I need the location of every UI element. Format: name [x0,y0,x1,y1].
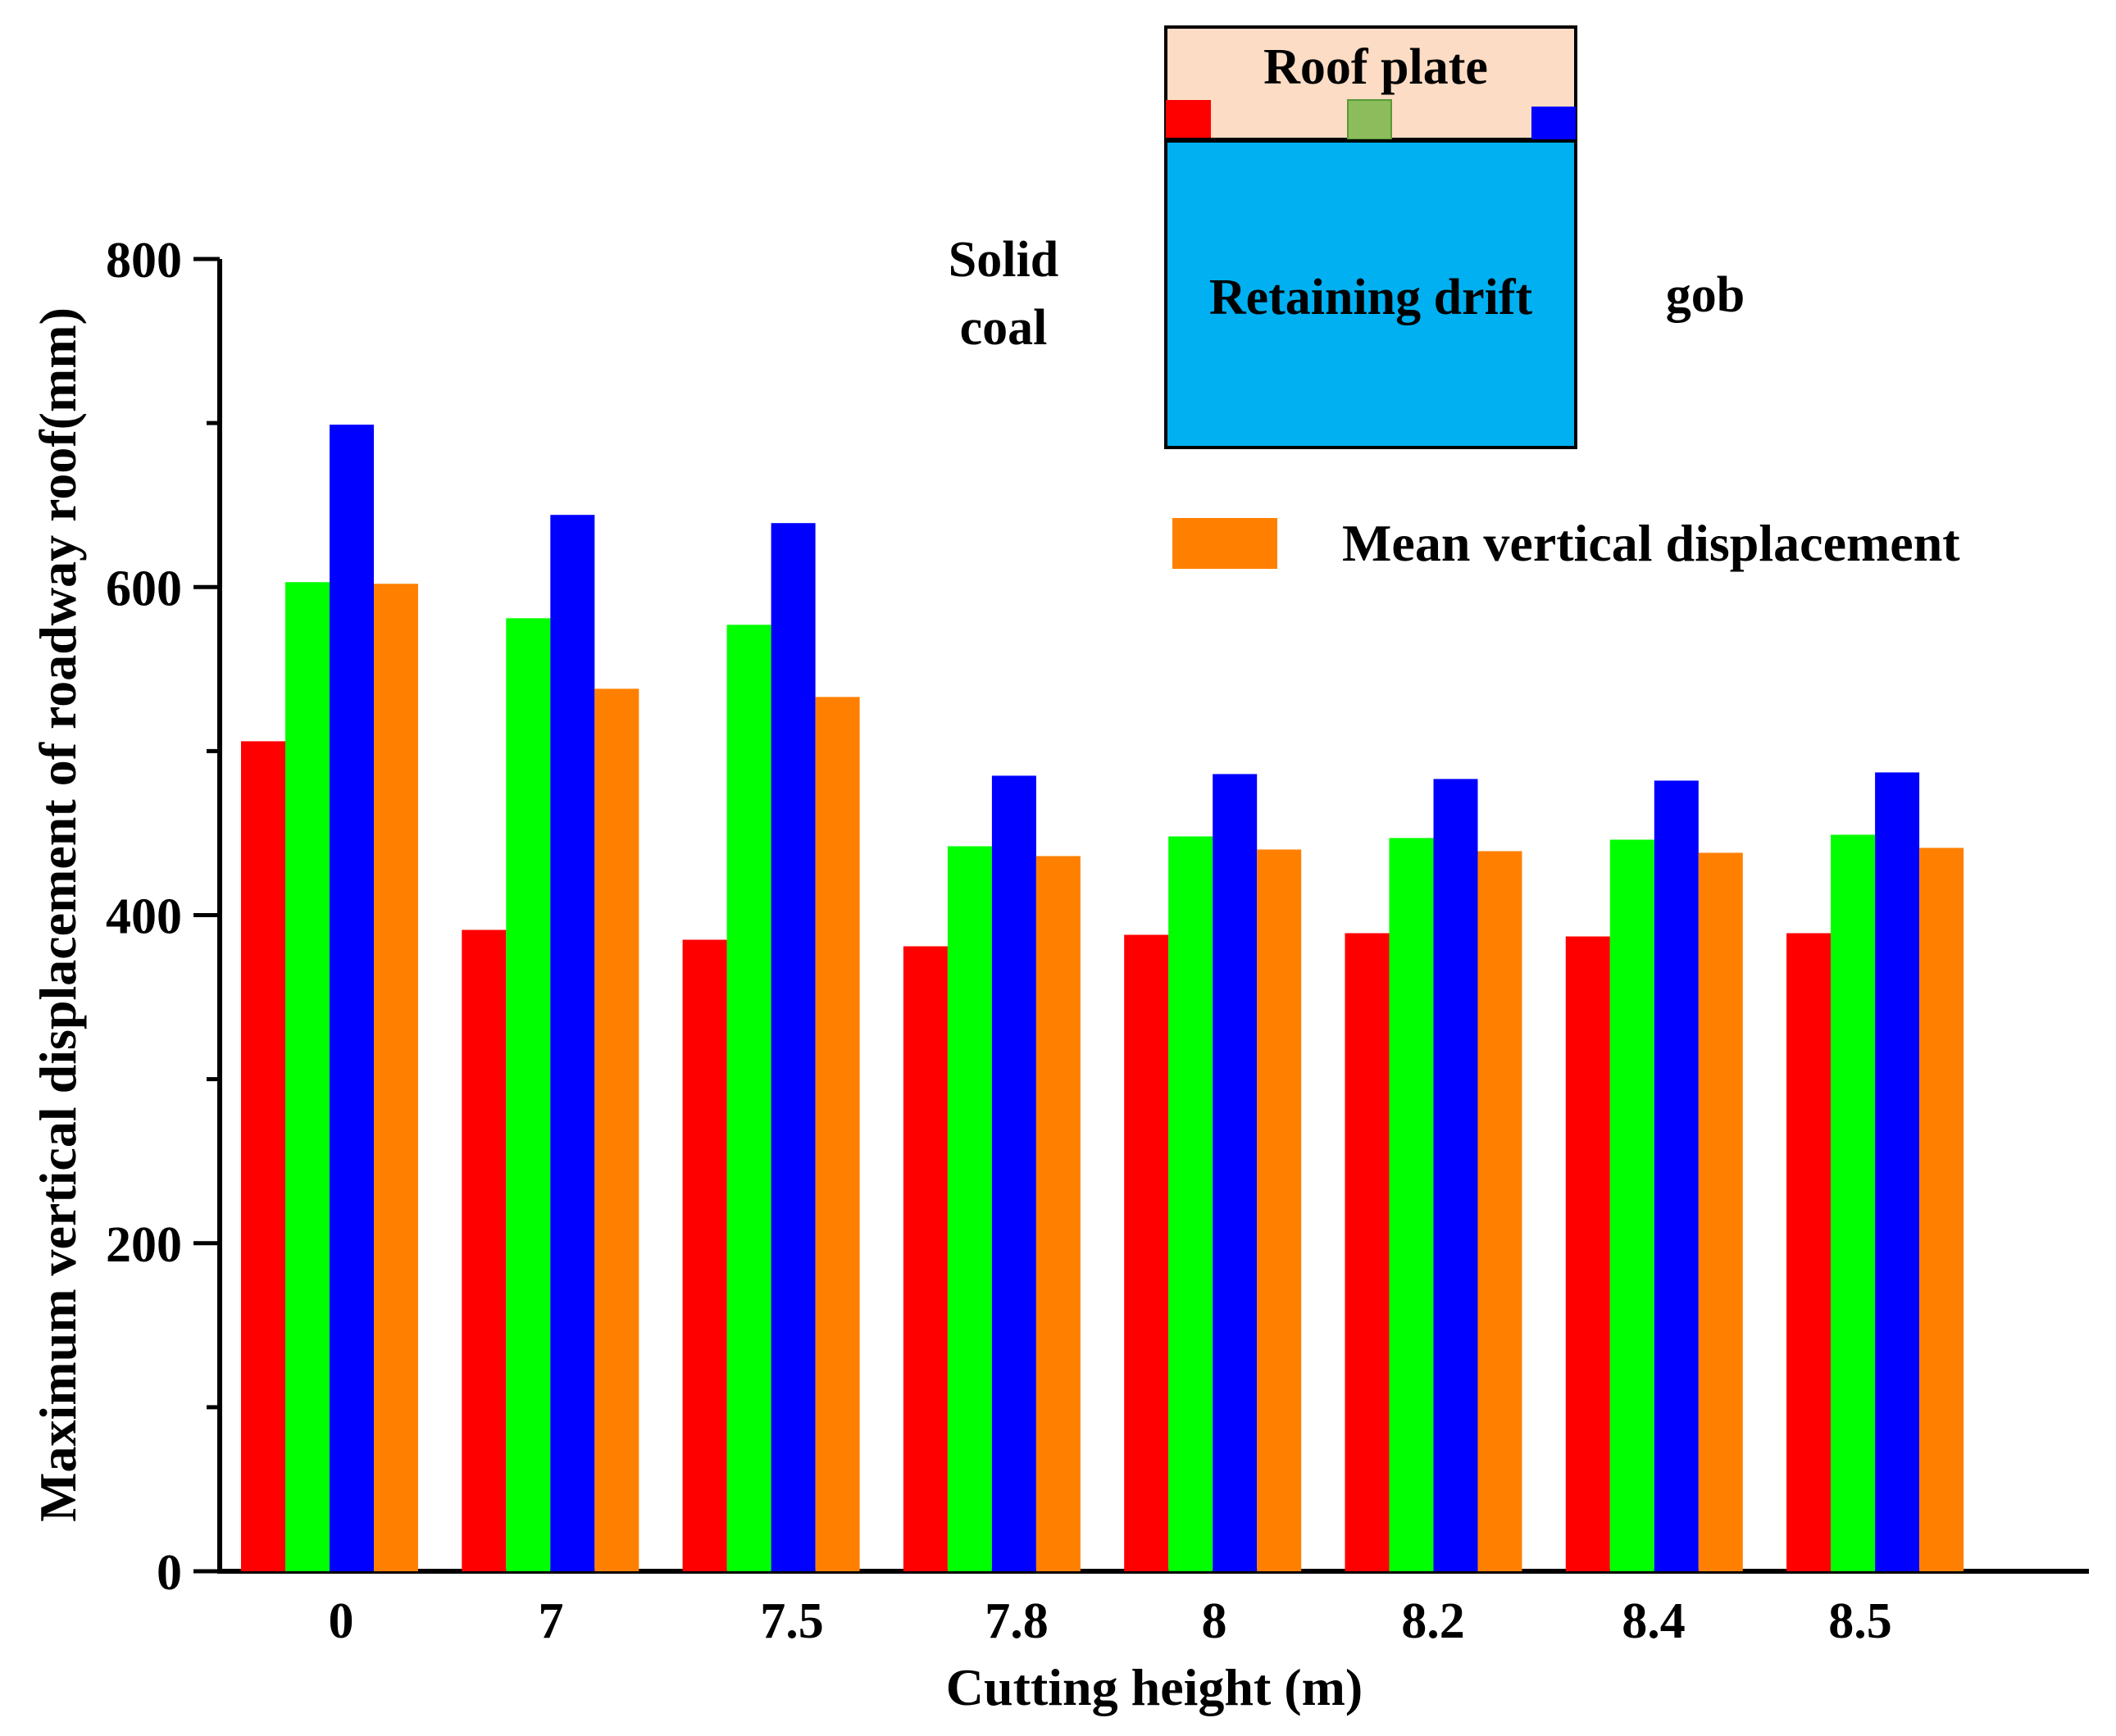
y-tick-label: 600 [106,561,182,616]
bar-series-3-8.4 [1654,780,1699,1571]
bar-series-4-7.5 [815,697,860,1571]
x-axis-title: Cutting height (m) [946,1658,1363,1716]
y-tick-label: 200 [106,1217,182,1273]
bar-series-1-0 [241,741,285,1571]
bar-series-3-7.5 [771,523,816,1572]
bar-series-4-7.8 [1035,856,1081,1571]
gob-label: gob [1666,267,1745,323]
bar-series-4-8 [1257,849,1302,1571]
solid-coal-label-line2: coal [960,300,1048,356]
x-tick-labels: 0 7 7.5 7.8 8 8.2 8.4 8.5 [329,1593,1892,1649]
bar-series-3-8.2 [1433,779,1478,1571]
bar-series-2-8.5 [1831,834,1876,1571]
bar-series-2-7 [506,618,551,1572]
bar-series-3-0 [330,425,374,1571]
x-tick-label: 8.2 [1401,1593,1465,1649]
legend-label-mean: Mean vertical displacement [1342,514,1960,572]
bar-series-1-8.4 [1565,936,1610,1571]
bar-series-1-8.5 [1786,933,1832,1571]
x-tick-label: 8.4 [1622,1593,1686,1649]
y-axis-title: Maximum vertical displacement of roadway… [29,307,87,1522]
x-tick-label: 7.5 [760,1593,824,1649]
legend: Mean vertical displacement [1172,514,1960,572]
bar-series-1-7.5 [682,939,727,1571]
middle-marker [1347,99,1392,140]
legend-swatch-mean [1172,518,1277,569]
x-tick-label: 0 [329,1593,354,1649]
bar-series-4-7 [594,688,639,1571]
x-tick-label: 7.8 [985,1593,1049,1649]
bar-series-3-8 [1213,774,1258,1571]
bar-series-2-7.5 [726,625,771,1571]
roadway-schematic: Roof plate Retaining drift Solid coal go… [949,25,1745,449]
bar-series-4-8.2 [1477,851,1522,1571]
roof-plate-label: Roof plate [1263,39,1488,95]
x-tick-label: 8 [1202,1593,1227,1649]
bar-series-1-8.2 [1345,933,1390,1571]
retaining-drift-label: Retaining drift [1209,270,1533,325]
bars [241,425,1964,1572]
y-tick-label: 400 [106,889,182,945]
bar-series-1-8 [1124,934,1169,1571]
bar-series-2-8 [1168,836,1213,1571]
bar-series-3-8.5 [1875,772,1920,1571]
bar-series-2-8.2 [1389,838,1434,1571]
y-tick-label: 0 [157,1545,182,1601]
bar-series-2-0 [285,582,330,1571]
bar-series-4-0 [374,584,418,1571]
y-ticks: 0 200 400 600 800 [106,233,220,1601]
solid-coal-label-line1: Solid [949,232,1058,288]
bar-series-3-7.8 [991,775,1036,1571]
bar-series-2-8.4 [1609,839,1654,1571]
bar-series-1-7.8 [903,946,948,1571]
y-tick-label: 800 [106,233,182,289]
x-tick-label: 8.5 [1828,1593,1892,1649]
bar-series-3-7 [550,515,595,1571]
bar-series-1-7 [462,929,507,1571]
bar-series-4-8.5 [1919,848,1964,1571]
retaining-drift [1164,139,1577,449]
bar-series-4-8.4 [1698,852,1743,1571]
left-marker [1166,100,1211,138]
x-tick-label: 7 [539,1593,564,1649]
bar-series-2-7.8 [947,846,992,1571]
right-marker [1531,107,1576,139]
